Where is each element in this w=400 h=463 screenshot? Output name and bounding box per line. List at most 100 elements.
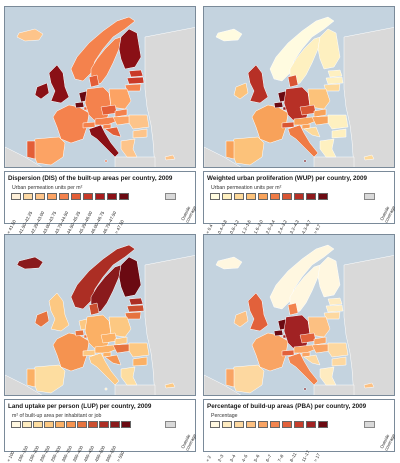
country-lv[interactable]: [325, 76, 344, 85]
country-pl[interactable]: [307, 88, 331, 110]
country-at[interactable]: [94, 344, 118, 354]
country-mt[interactable]: [303, 387, 307, 391]
country-de[interactable]: [84, 314, 112, 350]
country-ro[interactable]: [128, 114, 150, 130]
country-hr[interactable]: [303, 354, 321, 366]
country-cz[interactable]: [299, 104, 317, 116]
country-be[interactable]: [74, 101, 85, 109]
country-ee[interactable]: [327, 297, 343, 306]
country-lv[interactable]: [126, 304, 145, 313]
country-hr[interactable]: [303, 126, 321, 138]
country-fi[interactable]: [317, 256, 341, 298]
country-lu[interactable]: [282, 106, 287, 111]
country-es[interactable]: [32, 364, 66, 394]
country-ie[interactable]: [233, 82, 249, 100]
country-ro[interactable]: [128, 342, 150, 358]
country-at[interactable]: [293, 344, 317, 354]
country-bg[interactable]: [331, 128, 347, 139]
country-es[interactable]: [231, 364, 265, 394]
country-be[interactable]: [273, 329, 284, 337]
country-uk[interactable]: [247, 292, 269, 332]
country-hr[interactable]: [104, 126, 122, 138]
country-hu[interactable]: [112, 343, 132, 354]
country-es[interactable]: [32, 136, 66, 166]
country-cz[interactable]: [100, 332, 118, 344]
country-sk[interactable]: [114, 108, 128, 118]
country-sk[interactable]: [313, 108, 327, 118]
country-cy[interactable]: [363, 154, 375, 161]
country-gr[interactable]: [319, 138, 337, 158]
country-is[interactable]: [16, 256, 44, 270]
country-lu[interactable]: [83, 106, 88, 111]
country-ro[interactable]: [327, 342, 349, 358]
map-pba[interactable]: [203, 234, 395, 396]
country-cy[interactable]: [363, 382, 375, 389]
country-pl[interactable]: [108, 88, 132, 110]
country-gr[interactable]: [120, 366, 138, 386]
country-be[interactable]: [74, 329, 85, 337]
map-dis[interactable]: [4, 6, 196, 168]
country-pl[interactable]: [108, 316, 132, 338]
country-ro[interactable]: [327, 114, 349, 130]
country-gr[interactable]: [120, 138, 138, 158]
country-hu[interactable]: [311, 343, 331, 354]
country-hu[interactable]: [311, 115, 331, 126]
country-cz[interactable]: [100, 104, 118, 116]
country-de[interactable]: [283, 86, 311, 122]
country-bg[interactable]: [132, 356, 148, 367]
country-ch[interactable]: [82, 121, 96, 129]
country-es[interactable]: [231, 136, 265, 166]
country-lv[interactable]: [325, 304, 344, 313]
country-pt[interactable]: [225, 368, 235, 388]
country-is[interactable]: [215, 256, 243, 270]
country-uk[interactable]: [48, 292, 70, 332]
country-pl[interactable]: [307, 316, 331, 338]
country-mt[interactable]: [104, 159, 108, 163]
country-ee[interactable]: [128, 69, 144, 78]
country-fi[interactable]: [317, 28, 341, 70]
country-fi[interactable]: [118, 256, 142, 298]
country-ie[interactable]: [34, 82, 50, 100]
country-dk[interactable]: [88, 302, 100, 316]
country-lu[interactable]: [83, 334, 88, 339]
country-mt[interactable]: [104, 387, 108, 391]
country-lv[interactable]: [126, 76, 145, 85]
country-pt[interactable]: [225, 140, 235, 160]
map-wup[interactable]: [203, 6, 395, 168]
country-ee[interactable]: [327, 69, 343, 78]
country-ch[interactable]: [82, 349, 96, 357]
country-mt[interactable]: [303, 159, 307, 163]
country-sk[interactable]: [114, 336, 128, 346]
country-dk[interactable]: [287, 74, 299, 88]
country-ch[interactable]: [281, 121, 295, 129]
country-ch[interactable]: [281, 349, 295, 357]
country-at[interactable]: [293, 116, 317, 126]
country-bg[interactable]: [331, 356, 347, 367]
country-gr[interactable]: [319, 366, 337, 386]
country-cz[interactable]: [299, 332, 317, 344]
country-cy[interactable]: [164, 154, 176, 161]
country-lu[interactable]: [282, 334, 287, 339]
country-ie[interactable]: [233, 310, 249, 328]
country-de[interactable]: [283, 314, 311, 350]
country-sk[interactable]: [313, 336, 327, 346]
country-hu[interactable]: [112, 115, 132, 126]
country-fi[interactable]: [118, 28, 142, 70]
country-dk[interactable]: [287, 302, 299, 316]
country-at[interactable]: [94, 116, 118, 126]
country-cy[interactable]: [164, 382, 176, 389]
country-is[interactable]: [16, 28, 44, 42]
country-hr[interactable]: [104, 354, 122, 366]
country-is[interactable]: [215, 28, 243, 42]
country-pt[interactable]: [26, 368, 36, 388]
country-uk[interactable]: [247, 64, 269, 104]
country-be[interactable]: [273, 101, 284, 109]
country-bg[interactable]: [132, 128, 148, 139]
country-dk[interactable]: [88, 74, 100, 88]
country-ie[interactable]: [34, 310, 50, 328]
country-uk[interactable]: [48, 64, 70, 104]
country-ee[interactable]: [128, 297, 144, 306]
country-pt[interactable]: [26, 140, 36, 160]
map-lup[interactable]: [4, 234, 196, 396]
country-de[interactable]: [84, 86, 112, 122]
